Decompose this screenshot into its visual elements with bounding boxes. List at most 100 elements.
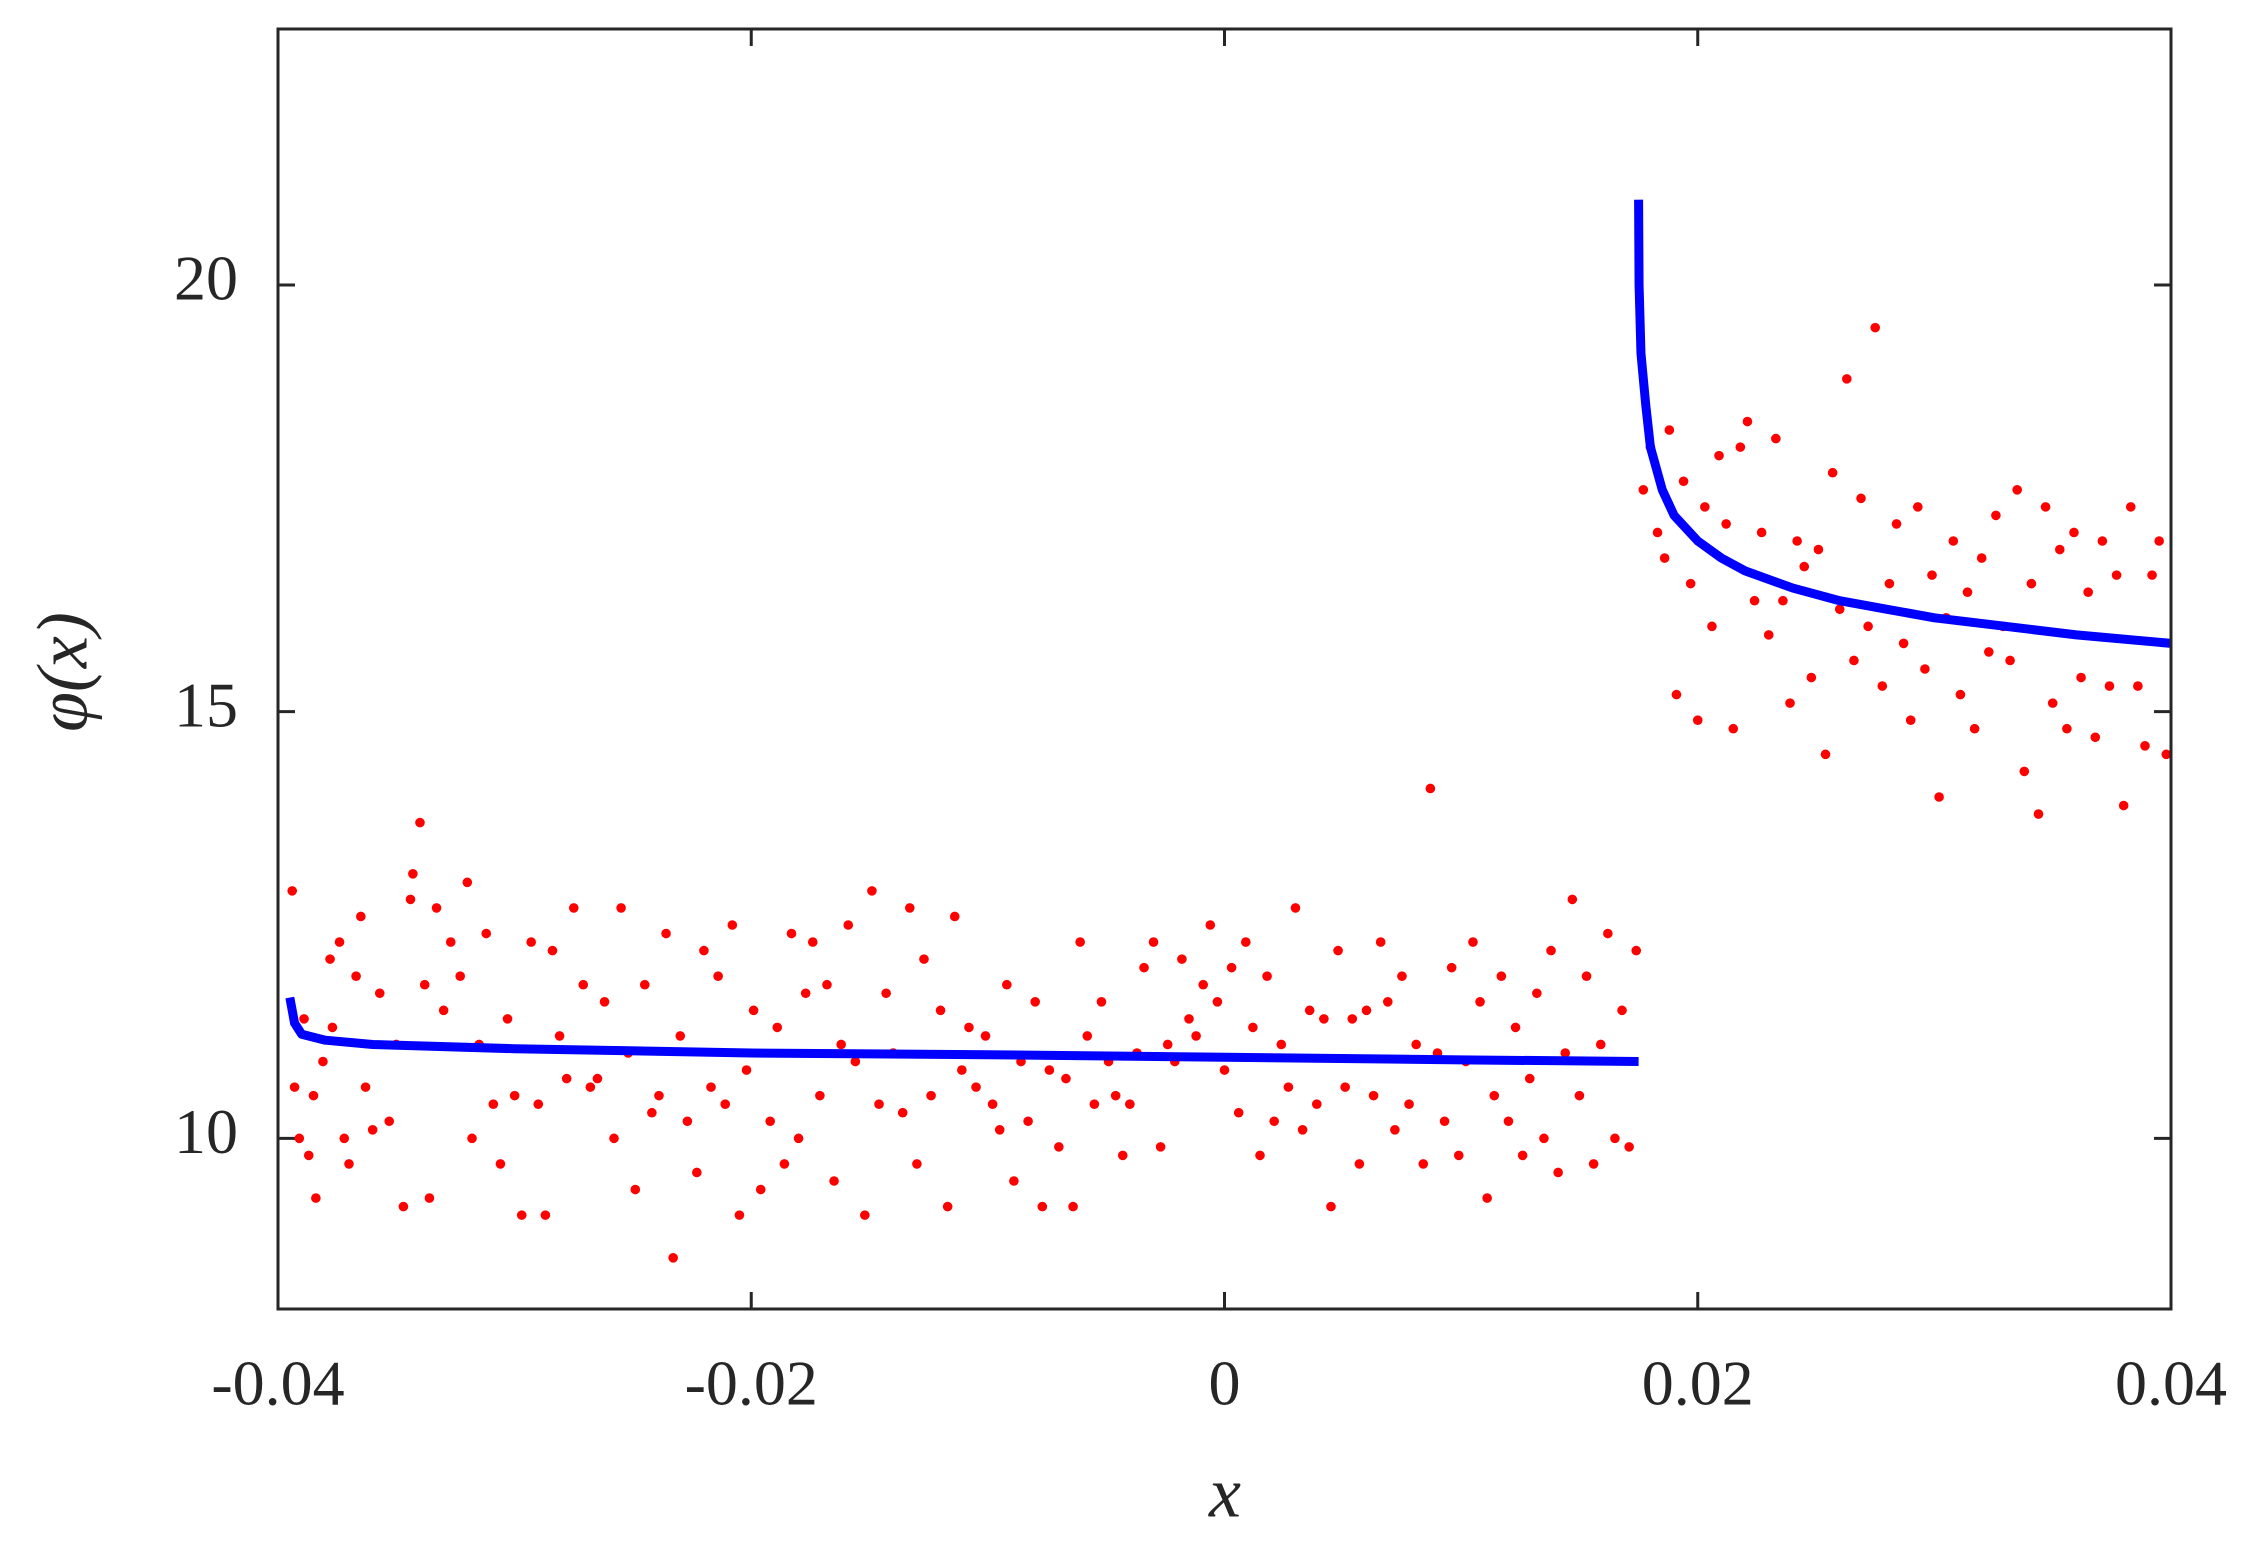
data-point bbox=[1397, 971, 1407, 981]
data-point bbox=[713, 971, 723, 981]
data-point bbox=[2069, 527, 2079, 538]
data-point bbox=[2097, 536, 2108, 546]
data-point bbox=[1524, 1073, 1535, 1084]
data-point bbox=[308, 1090, 319, 1101]
data-point bbox=[1735, 442, 1746, 452]
data-point bbox=[1340, 1082, 1350, 1092]
data-point bbox=[1877, 681, 1888, 691]
data-point bbox=[1290, 903, 1301, 913]
data-point bbox=[630, 1184, 641, 1195]
data-point bbox=[1276, 1039, 1287, 1050]
data-point bbox=[2147, 570, 2157, 580]
data-point bbox=[1659, 553, 1670, 563]
data-point bbox=[1326, 1201, 1336, 1212]
data-point bbox=[706, 1082, 716, 1092]
data-point bbox=[815, 1090, 825, 1101]
data-point bbox=[1226, 962, 1237, 973]
data-point bbox=[2161, 749, 2172, 760]
data-point bbox=[786, 928, 797, 939]
data-point bbox=[1023, 1116, 1033, 1127]
data-point bbox=[1638, 485, 1649, 495]
data-point bbox=[367, 1125, 378, 1135]
data-point bbox=[720, 1099, 731, 1109]
data-point bbox=[2040, 502, 2051, 512]
data-point bbox=[1139, 962, 1149, 973]
data-point bbox=[2111, 570, 2122, 580]
data-point bbox=[1347, 1014, 1358, 1024]
data-point bbox=[547, 945, 558, 956]
data-point bbox=[1610, 1133, 1620, 1144]
data-point bbox=[1304, 1005, 1315, 1016]
data-point bbox=[1125, 1099, 1135, 1109]
data-point bbox=[1692, 715, 1703, 725]
data-point bbox=[1827, 467, 1838, 478]
data-point bbox=[1404, 1099, 1414, 1109]
data-point bbox=[1297, 1125, 1308, 1135]
data-point bbox=[1212, 997, 1223, 1007]
data-point bbox=[2090, 732, 2101, 743]
data-point bbox=[318, 1056, 328, 1067]
data-point bbox=[325, 954, 335, 964]
data-point bbox=[2019, 766, 2030, 777]
data-point bbox=[1333, 945, 1343, 956]
data-point bbox=[374, 988, 385, 999]
data-point bbox=[1198, 979, 1209, 990]
data-point bbox=[1742, 416, 1753, 427]
data-point bbox=[495, 1159, 506, 1169]
y-tick-label: 10 bbox=[174, 1096, 238, 1167]
data-point bbox=[1248, 1022, 1258, 1033]
data-point bbox=[1849, 655, 1859, 666]
data-point bbox=[1489, 1090, 1500, 1101]
data-point bbox=[1233, 1107, 1244, 1118]
data-point bbox=[1482, 1193, 1492, 1203]
data-point bbox=[843, 920, 854, 930]
data-point bbox=[964, 1022, 974, 1033]
data-point bbox=[668, 1253, 678, 1263]
data-point bbox=[1581, 971, 1592, 981]
data-point bbox=[1707, 621, 1717, 632]
data-point bbox=[1884, 578, 1895, 589]
data-point bbox=[1439, 1116, 1450, 1127]
data-point bbox=[408, 869, 418, 879]
data-point bbox=[1763, 630, 1774, 640]
data-point bbox=[1756, 527, 1767, 538]
data-point bbox=[926, 1090, 936, 1101]
data-point bbox=[1799, 561, 1810, 572]
data-point bbox=[971, 1082, 981, 1092]
data-point bbox=[1991, 510, 2001, 521]
data-point bbox=[800, 988, 811, 999]
data-point bbox=[1898, 638, 1909, 649]
data-point bbox=[675, 1031, 686, 1041]
data-point bbox=[360, 1082, 371, 1092]
data-point bbox=[1044, 1065, 1055, 1075]
data-point bbox=[836, 1039, 846, 1050]
data-point bbox=[1517, 1150, 1528, 1161]
data-point bbox=[526, 937, 536, 947]
data-point bbox=[2076, 672, 2086, 683]
data-point bbox=[1913, 502, 1923, 512]
data-point bbox=[1553, 1167, 1563, 1178]
data-point bbox=[904, 903, 915, 913]
data-point bbox=[860, 1210, 870, 1220]
data-point bbox=[303, 1150, 314, 1161]
data-point bbox=[339, 1133, 350, 1144]
data-point bbox=[1453, 1150, 1464, 1161]
data-point bbox=[419, 979, 430, 990]
data-point bbox=[1082, 1031, 1093, 1041]
data-point bbox=[585, 1082, 596, 1092]
data-point bbox=[1390, 1125, 1400, 1135]
data-point bbox=[661, 928, 671, 939]
data-point bbox=[311, 1193, 321, 1203]
data-point bbox=[949, 911, 960, 922]
x-tick-label: 0.02 bbox=[1642, 1348, 1754, 1419]
data-point bbox=[1148, 937, 1159, 947]
data-point bbox=[1510, 1022, 1521, 1033]
data-point bbox=[299, 1014, 309, 1024]
data-point bbox=[1096, 997, 1107, 1007]
data-point bbox=[405, 894, 416, 905]
data-point bbox=[647, 1107, 657, 1118]
data-point bbox=[1425, 783, 1436, 794]
data-point bbox=[398, 1201, 409, 1212]
data-point bbox=[1976, 553, 1987, 563]
data-point bbox=[1778, 595, 1788, 606]
